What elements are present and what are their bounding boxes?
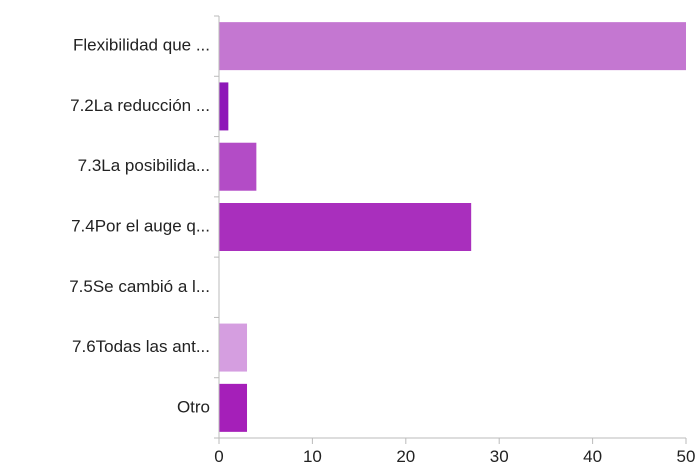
category-label-6: 7.6Todas las ant... [72, 337, 210, 356]
category-label-2: 7.2La reducción ... [70, 96, 210, 115]
category-label-5: 7.5Se cambió a l... [69, 277, 210, 296]
x-tick-label: 40 [583, 447, 602, 466]
x-axis: 0 10 20 30 40 50 [214, 15, 696, 466]
bar-3 [219, 142, 257, 191]
bar-1 [219, 22, 686, 71]
x-tick-label: 50 [677, 447, 696, 466]
bar-7 [219, 383, 248, 432]
x-tick-label: 20 [396, 447, 415, 466]
x-tick-label: 0 [214, 447, 223, 466]
x-tick-label: 30 [490, 447, 509, 466]
bar-6 [219, 323, 248, 372]
bar-4 [219, 203, 472, 251]
category-label-7: Otro [177, 397, 210, 416]
category-labels: Flexibilidad que ... 7.2La reducción ... 7… [69, 36, 210, 417]
category-label-3: 7.3La posibilida... [78, 156, 210, 175]
category-label-1: Flexibilidad que ... [73, 36, 210, 55]
x-tick-label: 10 [303, 447, 322, 466]
bars-group [219, 22, 686, 432]
category-label-4: 7.4Por el auge q... [71, 216, 210, 235]
bar-2 [219, 82, 229, 131]
